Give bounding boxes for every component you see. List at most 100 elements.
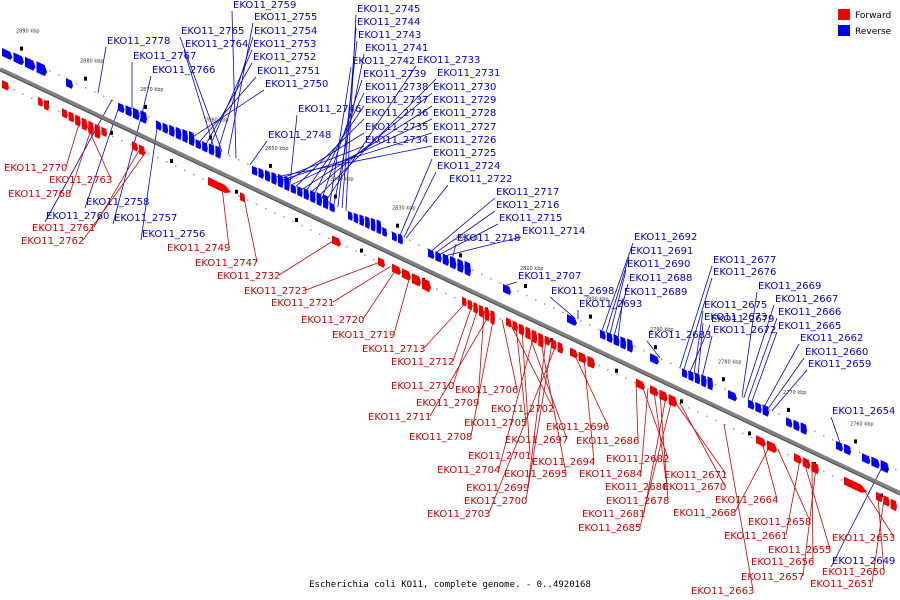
ruler-dot <box>49 106 51 108</box>
reverse-gene-arrow-body <box>284 175 290 192</box>
forward-gene-arrow <box>2 79 9 91</box>
reverse-gene-arrow-body <box>457 258 464 273</box>
reverse-gene-arrow <box>329 202 335 213</box>
reverse-gene-arrow <box>871 456 880 469</box>
forward-gene-arrow <box>512 320 518 332</box>
forward-gene-arrow-body <box>512 320 518 332</box>
reverse-gene-arrow-body <box>156 120 162 131</box>
ruler-dot <box>85 87 87 89</box>
ruler-dot <box>481 273 483 276</box>
reverse-label-leader <box>405 184 449 239</box>
ruler-dot <box>58 110 60 112</box>
reverse-label-leader <box>767 357 805 410</box>
reverse-gene-label: EKO11_2746 <box>298 104 361 115</box>
reverse-gene-label: EKO11_2659 <box>808 359 871 370</box>
reverse-gene-arrow-body <box>762 404 769 417</box>
forward-gene-arrow-body <box>876 491 883 503</box>
reverse-gene-arrow <box>707 376 713 391</box>
reverse-gene-label: EKO11_2676 <box>713 267 776 278</box>
reverse-gene-arrow-body <box>125 105 132 117</box>
forward-gene-arrow <box>811 461 819 475</box>
reverse-gene-arrow <box>125 105 132 117</box>
reverse-gene-arrow-body <box>348 210 353 221</box>
tick-label: 2830 kbp <box>392 206 416 212</box>
tick-label: 2760 kbp <box>850 421 874 427</box>
reverse-gene-arrow <box>392 231 397 242</box>
reverse-gene-arrow <box>215 145 221 159</box>
forward-label-leader <box>877 496 885 572</box>
reverse-gene-label: EKO11_2726 <box>433 135 496 146</box>
reverse-gene-arrow <box>688 370 694 382</box>
forward-gene-label: EKO11_2709 <box>416 398 479 409</box>
reverse-gene-arrow-body <box>435 251 442 263</box>
reverse-gene-arrow <box>442 253 449 267</box>
reverse-gene-arrow-body <box>862 453 871 465</box>
reverse-gene-label: EKO11_2716 <box>496 200 559 211</box>
reverse-gene-arrow <box>36 61 47 77</box>
tick-mark <box>615 368 618 373</box>
reverse-label-leader <box>191 89 265 138</box>
reverse-label-leader <box>281 132 433 181</box>
ruler-dot <box>49 70 51 72</box>
forward-gene-arrow-body <box>412 273 421 287</box>
reverse-gene-label: EKO11_2734 <box>365 135 428 146</box>
reverse-label-leader <box>97 46 107 94</box>
reverse-gene-label: EKO11_2766 <box>152 65 215 76</box>
reverse-label-leader <box>231 10 237 159</box>
reverse-gene-label: EKO11_2750 <box>265 79 328 90</box>
forward-gene-arrow <box>422 277 431 293</box>
reverse-gene-label: EKO11_2727 <box>433 122 496 133</box>
forward-gene-label: EKO11_2655 <box>768 545 831 556</box>
reverse-gene-arrow-body <box>175 126 182 141</box>
reverse-gene-label: EKO11_2751 <box>257 66 320 77</box>
reverse-gene-arrow <box>310 190 316 204</box>
reverse-label-leader <box>830 416 841 443</box>
reverse-gene-arrow-body <box>162 122 169 134</box>
reverse-gene-arrow <box>428 248 435 260</box>
forward-gene-arrow <box>473 301 478 314</box>
reverse-gene-arrow <box>2 47 13 60</box>
forward-label-leader <box>583 358 595 462</box>
ruler-dot <box>787 453 789 456</box>
forward-gene-arrow <box>636 378 645 391</box>
reverse-gene-label: EKO11_2742 <box>352 56 415 67</box>
reverse-label-leader <box>505 281 518 286</box>
reverse-gene-label: EKO11_2667 <box>775 294 838 305</box>
reverse-gene-arrow-body <box>271 171 277 186</box>
reverse-gene-label: EKO11_2754 <box>254 26 317 37</box>
forward-gene-label: EKO11_2708 <box>409 432 472 443</box>
reverse-gene-arrow-body <box>442 253 449 267</box>
forward-label-leader <box>643 396 667 514</box>
ruler-dot <box>175 165 177 167</box>
ruler-dot <box>373 258 375 261</box>
forward-label-leader <box>498 334 535 470</box>
reverse-label-leader <box>333 53 365 205</box>
forward-label-leader <box>470 315 495 437</box>
legend-reverse-swatch <box>838 25 850 36</box>
forward-gene-label: EKO11_2678 <box>606 496 669 507</box>
forward-gene-arrow <box>484 307 490 322</box>
ruler-dot <box>490 277 492 280</box>
ruler-dot <box>724 424 726 426</box>
ruler-dot <box>355 250 357 252</box>
ruler-dot <box>148 152 150 155</box>
reverse-gene-arrow-body <box>264 169 271 183</box>
ruler-dot <box>319 233 321 235</box>
reverse-gene-arrow <box>365 216 370 229</box>
reverse-label-leader <box>329 66 352 203</box>
reverse-gene-label: EKO11_2693 <box>579 299 642 310</box>
reverse-label-leader <box>275 145 433 178</box>
reverse-gene-arrow-body <box>503 283 511 296</box>
ruler-dot <box>778 413 780 416</box>
reverse-label-leader <box>305 105 365 192</box>
reverse-gene-arrow <box>620 336 627 350</box>
forward-gene-arrow-body <box>587 355 595 369</box>
forward-label-leader <box>393 276 411 335</box>
forward-gene-label: EKO11_2768 <box>8 189 71 200</box>
reverse-gene-arrow-body <box>25 56 36 71</box>
tick-label: 2860 kbp <box>205 118 229 124</box>
reverse-gene-label: EKO11_2683 <box>648 330 711 341</box>
forward-gene-arrow-body <box>811 461 819 475</box>
ruler-dot <box>580 320 582 322</box>
reverse-gene-arrow <box>316 192 323 207</box>
